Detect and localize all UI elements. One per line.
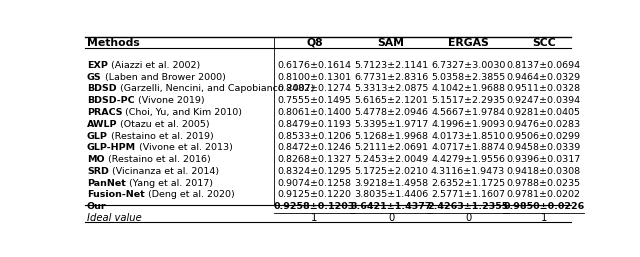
Text: 0.8482±0.1274: 0.8482±0.1274	[277, 85, 351, 94]
Text: 0: 0	[465, 213, 471, 223]
Text: 5.6165±2.1201: 5.6165±2.1201	[355, 96, 428, 105]
Text: (Otazu et al. 2005): (Otazu et al. 2005)	[118, 120, 210, 129]
Text: 0.8137±0.0694: 0.8137±0.0694	[507, 61, 581, 70]
Text: Our: Our	[87, 202, 107, 211]
Text: SRD: SRD	[87, 167, 109, 176]
Text: 5.1268±1.9968: 5.1268±1.9968	[355, 132, 428, 141]
Text: 0.9458±0.0339: 0.9458±0.0339	[507, 143, 581, 152]
Text: 2.5771±1.1607: 2.5771±1.1607	[431, 190, 505, 199]
Text: GLP: GLP	[87, 132, 108, 141]
Text: 5.3395±1.9717: 5.3395±1.9717	[354, 120, 428, 129]
Text: (Garzelli, Nencini, and Capobianco 2007): (Garzelli, Nencini, and Capobianco 2007)	[116, 85, 314, 94]
Text: Fusion-Net: Fusion-Net	[87, 190, 145, 199]
Text: (Vivone et al. 2013): (Vivone et al. 2013)	[136, 143, 233, 152]
Text: 2.4263±1.2355: 2.4263±1.2355	[428, 202, 509, 211]
Text: 0.7555±0.1495: 0.7555±0.1495	[277, 96, 351, 105]
Text: 0.9511±0.0328: 0.9511±0.0328	[507, 85, 581, 94]
Text: MO: MO	[87, 155, 104, 164]
Text: 5.2453±2.0049: 5.2453±2.0049	[354, 155, 428, 164]
Text: SAM: SAM	[378, 38, 404, 48]
Text: PRACS: PRACS	[87, 108, 122, 117]
Text: 4.5667±1.9784: 4.5667±1.9784	[431, 108, 505, 117]
Text: 4.3116±1.9473: 4.3116±1.9473	[431, 167, 505, 176]
Text: 0.9418±0.0308: 0.9418±0.0308	[507, 167, 581, 176]
Text: (Aiazzi et al. 2002): (Aiazzi et al. 2002)	[108, 61, 200, 70]
Text: PanNet: PanNet	[87, 179, 126, 188]
Text: 4.4279±1.9556: 4.4279±1.9556	[431, 155, 505, 164]
Text: (Deng et al. 2020): (Deng et al. 2020)	[145, 190, 234, 199]
Text: BDSD-PC: BDSD-PC	[87, 96, 134, 105]
Text: BDSD: BDSD	[87, 85, 116, 94]
Text: (Yang et al. 2017): (Yang et al. 2017)	[126, 179, 213, 188]
Text: 0.9247±0.0394: 0.9247±0.0394	[507, 96, 581, 105]
Text: 0.9476±0.0283: 0.9476±0.0283	[507, 120, 581, 129]
Text: 0.6176±0.1614: 0.6176±0.1614	[277, 61, 351, 70]
Text: 4.0173±1.8510: 4.0173±1.8510	[431, 132, 505, 141]
Text: 4.1996±1.9093: 4.1996±1.9093	[431, 120, 505, 129]
Text: 0.9850±0.0226: 0.9850±0.0226	[503, 202, 584, 211]
Text: EXP: EXP	[87, 61, 108, 70]
Text: (Vicinanza et al. 2014): (Vicinanza et al. 2014)	[109, 167, 219, 176]
Text: 0.8533±0.1206: 0.8533±0.1206	[277, 132, 351, 141]
Text: Q8: Q8	[306, 38, 323, 48]
Text: 0.9258±0.1203: 0.9258±0.1203	[274, 202, 355, 211]
Text: Methods: Methods	[87, 38, 140, 48]
Text: GLP-HPM: GLP-HPM	[87, 143, 136, 152]
Text: 1: 1	[311, 213, 317, 223]
Text: 0: 0	[388, 213, 394, 223]
Text: 4.0717±1.8874: 4.0717±1.8874	[431, 143, 505, 152]
Text: 0.8324±0.1295: 0.8324±0.1295	[277, 167, 351, 176]
Text: 0.8479±0.1193: 0.8479±0.1193	[277, 120, 351, 129]
Text: 0.9506±0.0299: 0.9506±0.0299	[507, 132, 580, 141]
Text: 0.9281±0.0405: 0.9281±0.0405	[507, 108, 580, 117]
Text: 5.0358±2.3855: 5.0358±2.3855	[431, 73, 505, 82]
Text: 5.1517±2.2935: 5.1517±2.2935	[431, 96, 505, 105]
Text: ERGAS: ERGAS	[448, 38, 488, 48]
Text: (Laben and Brower 2000): (Laben and Brower 2000)	[102, 73, 225, 82]
Text: (Restaino et al. 2016): (Restaino et al. 2016)	[104, 155, 211, 164]
Text: 0.9074±0.1258: 0.9074±0.1258	[277, 179, 351, 188]
Text: 0.8268±0.1327: 0.8268±0.1327	[277, 155, 351, 164]
Text: 0.9125±0.1220: 0.9125±0.1220	[277, 190, 351, 199]
Text: 0.9396±0.0317: 0.9396±0.0317	[507, 155, 581, 164]
Text: 0.9788±0.0235: 0.9788±0.0235	[507, 179, 581, 188]
Text: 5.3313±2.0875: 5.3313±2.0875	[354, 85, 428, 94]
Text: 0.8061±0.1400: 0.8061±0.1400	[277, 108, 351, 117]
Text: (Vivone 2019): (Vivone 2019)	[134, 96, 204, 105]
Text: 1: 1	[541, 213, 547, 223]
Text: SCC: SCC	[532, 38, 556, 48]
Text: (Restaino et al. 2019): (Restaino et al. 2019)	[108, 132, 214, 141]
Text: 0.9781±0.0202: 0.9781±0.0202	[507, 190, 580, 199]
Text: 5.1725±2.0210: 5.1725±2.0210	[355, 167, 428, 176]
Text: 6.7731±2.8316: 6.7731±2.8316	[354, 73, 428, 82]
Text: 0.9464±0.0329: 0.9464±0.0329	[507, 73, 581, 82]
Text: 0.8100±0.1301: 0.8100±0.1301	[277, 73, 351, 82]
Text: 2.6352±1.1725: 2.6352±1.1725	[431, 179, 505, 188]
Text: 3.8035±1.4406: 3.8035±1.4406	[354, 190, 428, 199]
Text: Ideal value: Ideal value	[87, 213, 141, 223]
Text: 4.1042±1.9688: 4.1042±1.9688	[431, 85, 505, 94]
Text: GS: GS	[87, 73, 102, 82]
Text: 6.7327±3.0030: 6.7327±3.0030	[431, 61, 506, 70]
Text: 3.6421±1.4377: 3.6421±1.4377	[351, 202, 432, 211]
Text: 5.2111±2.0691: 5.2111±2.0691	[355, 143, 428, 152]
Text: (Choi, Yu, and Kim 2010): (Choi, Yu, and Kim 2010)	[122, 108, 243, 117]
Text: AWLP: AWLP	[87, 120, 118, 129]
Text: 3.9218±1.4958: 3.9218±1.4958	[354, 179, 428, 188]
Text: 5.4778±2.0946: 5.4778±2.0946	[355, 108, 428, 117]
Text: 0.8472±0.1246: 0.8472±0.1246	[277, 143, 351, 152]
Text: 5.7123±2.1141: 5.7123±2.1141	[354, 61, 428, 70]
